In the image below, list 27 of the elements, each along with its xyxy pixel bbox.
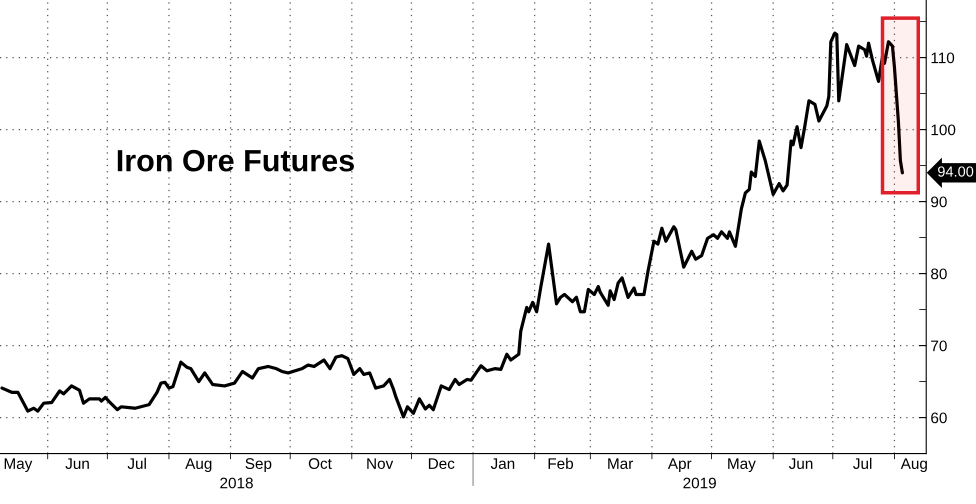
y-tick-label: 70: [931, 340, 947, 352]
text: Iron Ore Futures: [118, 150, 354, 172]
x-tick-label: Nov: [367, 458, 394, 469]
line-series: [0, 32, 904, 418]
y-tick-label: 60: [931, 412, 947, 424]
x-tick-label: Jul: [853, 458, 872, 469]
x-tick-label: Jun: [788, 458, 812, 469]
x-tick-label: Jun: [65, 458, 89, 469]
text: 2019: [683, 478, 716, 488]
x-tick-label: Feb: [548, 458, 574, 469]
x-tick-label: Apr: [668, 458, 692, 472]
x-tick-label: Sep: [245, 458, 272, 472]
x-tick-label: May: [728, 458, 756, 472]
text: 2018: [220, 478, 253, 488]
x-tick-label: Jul: [128, 458, 146, 469]
x-tick-label: Aug: [185, 458, 212, 472]
x-tick-label: Aug: [900, 458, 927, 472]
annotation: 94.00: [938, 166, 974, 177]
y-tick-label: 90: [931, 196, 947, 208]
x-tick-label: Dec: [428, 458, 454, 469]
x-tick-label: Oct: [308, 458, 332, 469]
y-tick-label: 80: [931, 268, 947, 280]
x-tick-label: May: [4, 458, 32, 472]
y-tick-label: 100: [932, 124, 956, 136]
x-tick-label: Mar: [608, 458, 634, 469]
y-tick-label: 110: [932, 52, 954, 64]
x-tick-label: Jan: [490, 458, 514, 469]
